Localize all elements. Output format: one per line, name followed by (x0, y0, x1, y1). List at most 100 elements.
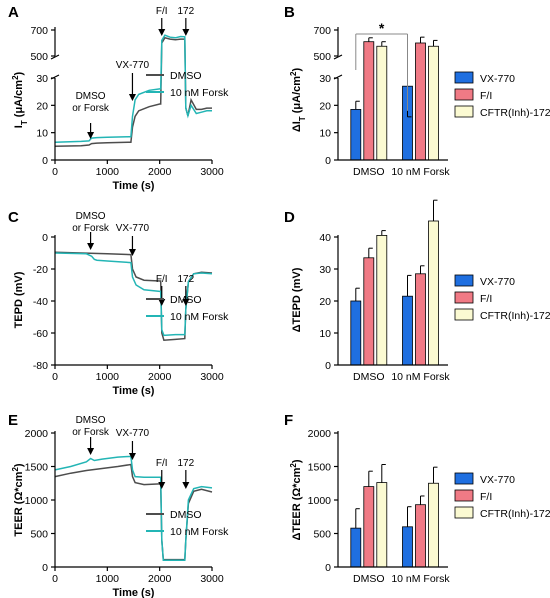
y-axis-label: TEER (Ω*cm2) (11, 463, 26, 537)
y-label-part: T (298, 116, 307, 121)
legend-swatch (454, 472, 474, 485)
y-axis-label: IT (μA/cm2) (11, 71, 29, 128)
y-label-part: ) (291, 68, 303, 72)
bar (363, 41, 375, 161)
event-arrow-head (87, 132, 95, 139)
y-label-part: ΔTEPD (mV) (291, 267, 303, 332)
y-tick-label: 500 (30, 529, 48, 541)
y-tick-label: -80 (33, 360, 48, 372)
event-arrow-head (87, 243, 95, 250)
event-label: or Forsk (72, 223, 110, 234)
y-tick-label: 1000 (25, 495, 49, 507)
legend-entry: 10 nM Forsk (170, 526, 229, 538)
bar-panel-d: DMSO 10 nM Forsk 0 10 20 30 40 ΔTEPD (mV) VX-770… (291, 199, 550, 383)
legend-entry: F/I (480, 293, 492, 305)
y-label-part: 2 (11, 467, 20, 472)
legend-entry: 10 nM Forsk (170, 311, 229, 323)
axis-break-mark (333, 54, 343, 60)
trace-panel-e: 0 500 1000 1500 2000 0 1000 2000 3000 Time (s) TEE… (11, 415, 230, 598)
y-label-part: 2 (289, 463, 298, 468)
event-label: F/I (156, 274, 168, 285)
event-label: 172 (177, 458, 194, 469)
bar (415, 273, 426, 366)
significance-star: * (379, 20, 385, 36)
bar (428, 482, 439, 568)
x-tick-label: 3000 (200, 166, 224, 178)
panel-letter: C (8, 209, 19, 226)
legend-swatch (454, 71, 474, 84)
y-label-part: ) (291, 459, 303, 463)
y-tick-label: 30 (319, 264, 331, 276)
x-tick-label: 0 (52, 371, 58, 383)
panel-letter: E (8, 412, 18, 429)
event-label: 172 (177, 274, 194, 285)
legend-entry: DMSO (170, 294, 202, 306)
y-label-part: (μA/cm (291, 76, 303, 117)
y-tick-label: -60 (33, 328, 48, 340)
x-tick-label: 1000 (96, 166, 120, 178)
legend-swatch (454, 489, 474, 502)
bar (363, 486, 375, 568)
y-tick-label: 30 (36, 73, 48, 85)
event-arrow-head (128, 94, 136, 101)
x-tick-label: 2000 (148, 573, 172, 585)
y-label-part: TEPD (mV) (13, 271, 25, 328)
legend-swatch (454, 274, 474, 287)
y-tick-label: 0 (325, 562, 331, 574)
y-tick-label: 20 (36, 100, 48, 112)
bar (350, 109, 362, 161)
x-axis-label: Time (s) (113, 385, 155, 397)
bar (415, 504, 426, 568)
legend-entry: F/I (480, 491, 492, 503)
x-tick-label: 0 (52, 573, 58, 585)
legend-swatch (454, 506, 474, 519)
event-arrow-head (158, 29, 166, 36)
category-label: 10 nM Forsk (391, 573, 450, 585)
legend-entry: F/I (480, 90, 492, 102)
y-tick-label: 30 (319, 73, 331, 85)
legend-entry: CFTR(Inh)-172 (480, 107, 550, 119)
y-label-part: (μA/cm (13, 80, 25, 121)
y-tick-label: 20 (319, 296, 331, 308)
bar-panel-f: DMSO 10 nM Forsk 0 500 1000 1500 2000 ΔTEER (Ω*… (289, 428, 550, 585)
y-label-part: ) (13, 71, 25, 75)
event-label: F/I (156, 6, 168, 17)
category-label: 10 nM Forsk (391, 371, 450, 383)
y-tick-label: 500 (313, 51, 331, 63)
y-label-part: ΔI (291, 121, 303, 132)
bar (402, 295, 413, 366)
bar-panel-b: DMSO 10 nM Forsk 0 10 20 30 500 700 ΔIT (μA/cm2)… (289, 20, 550, 178)
series-line-dmso (54, 36, 212, 148)
category-label: DMSO (353, 371, 385, 383)
x-axis-label: Time (s) (113, 180, 155, 192)
legend-swatch (454, 88, 474, 101)
legend-entry: VX-770 (480, 276, 515, 288)
event-label: 172 (177, 6, 194, 17)
x-tick-label: 1000 (96, 573, 120, 585)
x-tick-label: 3000 (200, 371, 224, 383)
y-tick-label: 1000 (308, 495, 332, 507)
event-label: VX-770 (116, 223, 150, 234)
y-tick-label: 0 (42, 562, 48, 574)
y-tick-label: 10 (319, 128, 331, 140)
bar (402, 526, 413, 568)
panel-letter: A (8, 4, 19, 21)
y-tick-label: 40 (319, 232, 331, 244)
bar (428, 220, 439, 366)
bar (363, 257, 375, 366)
event-arrow-head (128, 249, 136, 256)
event-label: DMSO (76, 91, 106, 102)
y-tick-label: 500 (313, 529, 331, 541)
legend-entry: 10 nM Forsk (170, 87, 229, 99)
trace-panel-c: 0 -20 -40 -60 -80 0 1000 2000 3000 Time (s) TEPD (… (13, 211, 229, 397)
legend-entry: CFTR(Inh)-172 (480, 310, 550, 322)
legend-entry: VX-770 (480, 73, 515, 85)
series-line-forsk (54, 34, 212, 143)
y-label-part: T (20, 120, 29, 125)
y-tick-label: 700 (30, 25, 48, 37)
y-label-part: 2 (11, 75, 20, 80)
category-label: DMSO (353, 573, 385, 585)
category-label: DMSO (353, 166, 385, 178)
y-label-part: ΔTEER (Ω*cm (291, 467, 303, 540)
